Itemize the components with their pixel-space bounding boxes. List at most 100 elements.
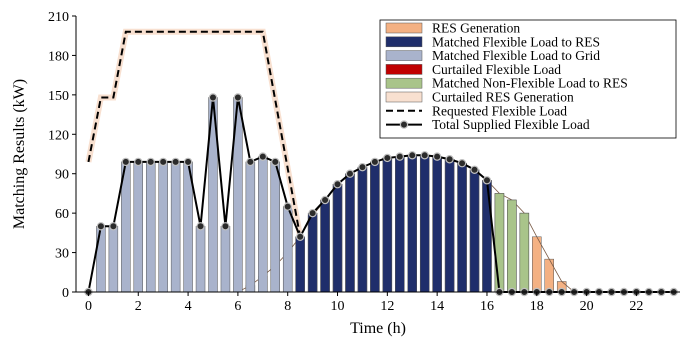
total-supplied-marker [295, 232, 305, 241]
total-supplied-marker [345, 169, 355, 178]
total-supplied-marker [370, 157, 380, 167]
matched-flex-res-bar [395, 156, 405, 293]
matched-flex-grid-bar [158, 161, 168, 293]
x-tick-label: 22 [629, 299, 643, 314]
matched-flex-grid-bar [170, 161, 181, 293]
y-tick-label: 120 [48, 128, 69, 143]
y-tick-label: 60 [55, 207, 69, 222]
total-supplied-marker [457, 158, 467, 168]
matched-flex-res-bar [482, 180, 492, 293]
legend-label-total-supplied: Total Supplied Flexible Load [432, 117, 590, 132]
matched-flex-grid-bar [245, 161, 256, 293]
x-tick-label: 16 [480, 299, 494, 314]
axes [72, 15, 680, 296]
total-supplied-marker [470, 165, 479, 174]
total-supplied-marker [258, 152, 267, 161]
x-tick-label: 18 [530, 299, 544, 314]
total-supplied-marker [134, 157, 143, 167]
line-layer [84, 28, 678, 297]
x-tick-label: 2 [135, 299, 142, 314]
y-tick-label: 180 [48, 49, 69, 64]
legend-swatch-matched-flex-grid [385, 50, 423, 61]
legend-label-requested-load: Requested Flexible Load [432, 103, 567, 118]
total-supplied-marker [432, 152, 442, 161]
y-tick-label: 150 [48, 89, 69, 104]
matched-flex-res-bar [419, 155, 430, 293]
y-tick-label: 30 [55, 247, 69, 262]
total-supplied-marker [196, 222, 205, 231]
y-tick-label: 210 [48, 10, 69, 25]
total-supplied-marker [171, 157, 180, 167]
matched-flex-res-bar [444, 159, 455, 293]
matched-flex-res-bar [345, 173, 355, 293]
legend-swatch-curtailed-res [385, 91, 423, 103]
total-supplied-marker [158, 157, 168, 167]
total-supplied-marker [283, 202, 292, 211]
total-supplied-marker [246, 157, 255, 167]
matched-nonflex-res-bar [494, 193, 505, 293]
total-supplied-marker [482, 176, 492, 185]
matched-flex-grid-bar [220, 226, 231, 293]
matched-flex-res-bar [457, 162, 467, 293]
res-generation-bar [532, 236, 542, 293]
legend-label-matched-flex-res: Matched Flexible Load to RES [432, 34, 600, 49]
matched-flex-res-bar [332, 183, 343, 293]
total-supplied-marker [445, 155, 454, 164]
total-supplied-marker [109, 222, 118, 231]
x-tick-label: 8 [284, 299, 291, 314]
matched-flex-grid-bar [258, 156, 268, 293]
matched-flex-grid-bar [282, 206, 293, 293]
matched-flex-grid-bar [145, 161, 156, 293]
matched-flex-res-bar [307, 212, 318, 293]
total-supplied-marker [420, 151, 429, 160]
total-supplied-marker [146, 157, 155, 167]
legend-label-matched-nonflex-res: Matched Non-Flexible Load to RES [432, 76, 628, 91]
matched-flex-res-bar [320, 199, 330, 293]
legend-label-curtailed-flex: Curtailed Flexible Load [432, 62, 561, 77]
x-tick-label: 4 [185, 299, 192, 314]
total-supplied-marker [96, 222, 106, 231]
total-supplied-marker [395, 152, 404, 161]
matched-flex-res-bar [469, 169, 480, 293]
legend-label-res-generation: RES Generation [432, 21, 520, 36]
x-tick-label: 20 [580, 299, 594, 314]
matched-flex-res-bar [295, 236, 305, 293]
tick-labels: 0 30 60 90 120 150 180 210 0 2 4 6 8 10 12 14 16 18 20 22 [48, 10, 643, 314]
total-supplied-marker [383, 153, 392, 163]
total-supplied-marker [271, 157, 280, 167]
total-supplied-marker [233, 93, 243, 102]
total-supplied-marker [308, 208, 317, 218]
x-tick-label: 10 [331, 299, 345, 314]
legend-swatch-res-generation [385, 22, 423, 34]
total-supplied-marker [320, 195, 330, 205]
matched-flex-grid-bar [270, 161, 280, 293]
legend-box [379, 19, 677, 139]
legend-swatch-matched-nonflex-res [385, 77, 423, 89]
y-axis-label: Matching Results (kW) [11, 79, 28, 229]
matched-flex-res-bar [407, 155, 417, 293]
matched-flex-grid-bar [195, 226, 206, 293]
y-tick-label: 0 [62, 286, 69, 301]
legend-label-matched-flex-grid: Matched Flexible Load to Grid [432, 48, 600, 63]
legend-marker-total-supplied [399, 120, 409, 129]
matched-nonflex-res-bar [507, 199, 517, 293]
legend-label-curtailed-res: Curtailed RES Generation [432, 90, 574, 105]
y-tick-label: 90 [55, 168, 69, 183]
legend-swatch-curtailed-flex [385, 64, 423, 75]
total-supplied-marker [221, 222, 230, 231]
requested-flexible-load-line [87, 30, 302, 237]
total-supplied-marker [208, 93, 218, 102]
matched-flex-grid-bar [108, 226, 119, 293]
matched-flex-res-bar [432, 156, 442, 293]
matched-flex-grid-bar [96, 226, 106, 293]
total-supplied-marker [183, 157, 193, 167]
legend-swatch-matched-flex-res [385, 36, 423, 48]
matched-flex-res-bar [382, 157, 393, 293]
x-tick-label: 6 [234, 299, 241, 314]
matched-flex-grid-bar [133, 161, 143, 293]
total-supplied-marker [408, 151, 417, 160]
matched-flex-res-bar [357, 166, 368, 293]
x-tick-label: 0 [85, 299, 92, 314]
